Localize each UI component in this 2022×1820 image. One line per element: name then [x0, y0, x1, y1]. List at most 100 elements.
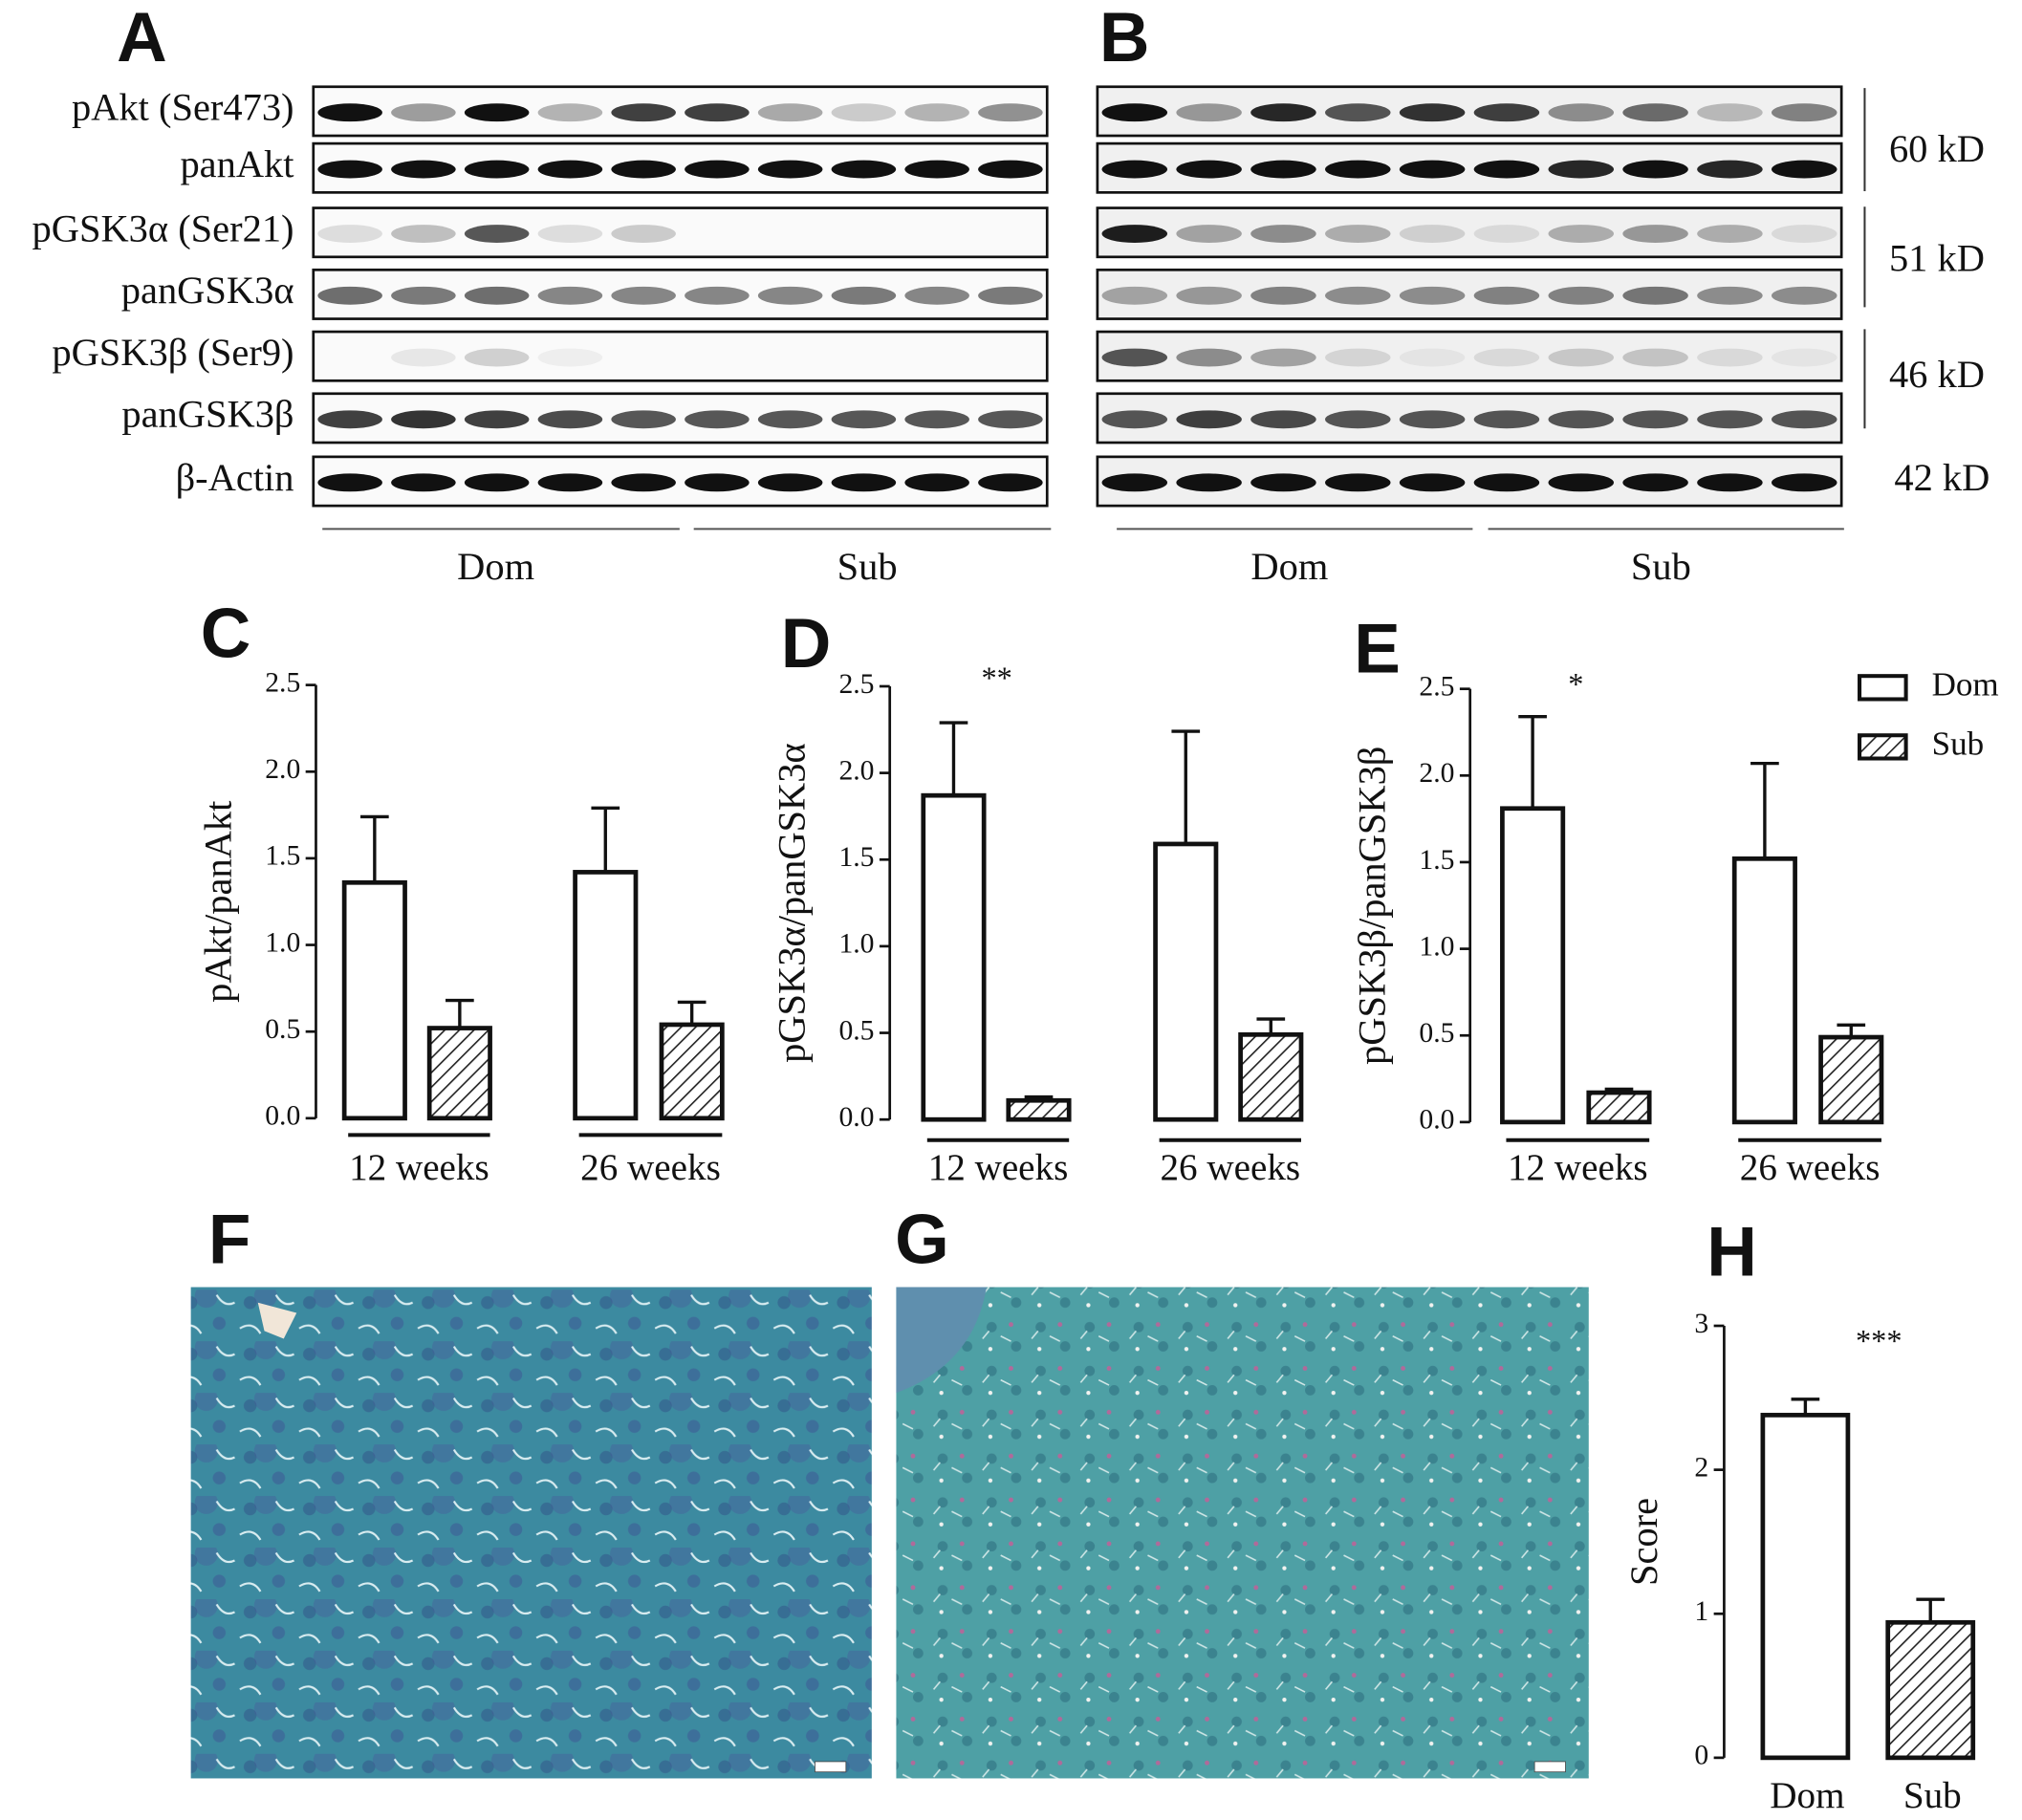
- blot-band: [464, 103, 530, 122]
- y-tick-label: 2.5: [1419, 671, 1454, 702]
- x-tick-label: Sub: [1903, 1775, 1962, 1816]
- blot-band: [1325, 348, 1391, 367]
- blot-band: [1622, 225, 1688, 243]
- blot-row-label: pAkt (Ser473): [72, 86, 294, 129]
- blot-band: [1176, 348, 1242, 367]
- y-axis-label: pAkt/panAkt: [196, 801, 239, 1003]
- blot-band: [1399, 410, 1466, 429]
- blot-band: [1250, 286, 1316, 305]
- blot-band: [611, 103, 676, 122]
- bar: [659, 1022, 725, 1121]
- panel-label: A: [117, 0, 167, 76]
- blot-band: [1399, 348, 1466, 367]
- blot-band: [1101, 160, 1168, 179]
- blot-band: [1250, 160, 1316, 179]
- bar: [1006, 1097, 1072, 1122]
- y-tick-label: 1.5: [1419, 845, 1454, 876]
- y-tick-label: 0.0: [265, 1101, 300, 1132]
- blot-band: [1250, 348, 1316, 367]
- blot-band: [1697, 410, 1763, 429]
- y-tick-label: 2.5: [838, 669, 874, 700]
- bar: [341, 879, 407, 1121]
- bar: [1238, 1031, 1304, 1122]
- panel-label: E: [1354, 610, 1401, 687]
- y-tick-label: 2: [1694, 1452, 1708, 1483]
- blot-band: [1325, 160, 1391, 179]
- blot-band: [1399, 286, 1466, 305]
- blot-band: [1101, 286, 1168, 305]
- blot-band: [1697, 286, 1763, 305]
- legend-swatch: [1858, 733, 1908, 761]
- blot-band: [1325, 103, 1391, 122]
- blot-band: [831, 160, 897, 179]
- blot-band: [1622, 286, 1688, 305]
- y-tick-label: 2.0: [838, 755, 874, 786]
- group-label: Dom: [1250, 545, 1328, 588]
- panel-label: D: [781, 605, 832, 682]
- blot-band: [1325, 286, 1391, 305]
- blot-row-label: β-Actin: [176, 456, 294, 499]
- blot-band: [464, 410, 530, 429]
- size-label: 42 kD: [1894, 456, 1989, 499]
- significance: *: [1568, 668, 1583, 703]
- scale-bar: [815, 1761, 847, 1773]
- blot-band: [611, 473, 676, 492]
- blot-band: [904, 103, 969, 122]
- bar: [1885, 1619, 1976, 1761]
- blot-band: [391, 410, 456, 429]
- blot-band: [978, 103, 1043, 122]
- blot-band: [1548, 160, 1615, 179]
- blot-band: [1772, 103, 1837, 122]
- y-tick-label: 0.5: [265, 1014, 300, 1045]
- blot-band: [685, 473, 750, 492]
- x-tick-label: 26 weeks: [1740, 1147, 1881, 1188]
- blot-band: [391, 103, 456, 122]
- blot-band: [391, 348, 456, 367]
- blot-band: [611, 410, 676, 429]
- blot-band: [1548, 286, 1615, 305]
- x-tick-label: 12 weeks: [1508, 1147, 1648, 1188]
- y-tick-label: 1.0: [838, 929, 874, 960]
- blot-row-label: panAkt: [180, 142, 294, 185]
- blot-band: [1772, 348, 1837, 367]
- blot-band: [1697, 473, 1763, 492]
- blot-band: [904, 286, 969, 305]
- legend-swatch: [1858, 674, 1908, 702]
- y-tick-label: 1.0: [265, 927, 300, 958]
- blot-band: [904, 160, 969, 179]
- y-axis-label: Score: [1622, 1498, 1665, 1586]
- blot-band: [464, 225, 530, 243]
- blot-band: [537, 410, 603, 429]
- blot-band: [1772, 286, 1837, 305]
- blot-band: [1176, 410, 1242, 429]
- blot-band: [1176, 473, 1242, 492]
- y-axis-label: pGSK3α/panGSK3α: [771, 743, 814, 1063]
- legend-label: Sub: [1932, 725, 1985, 762]
- y-tick-label: 1.0: [1419, 931, 1454, 962]
- blot-band: [904, 410, 969, 429]
- blot-band: [1548, 410, 1615, 429]
- blot-box: [1096, 85, 1843, 138]
- blot-band: [904, 473, 969, 492]
- y-tick-label: 0.5: [1419, 1018, 1454, 1049]
- blot-band: [1250, 225, 1316, 243]
- blot-band: [757, 286, 823, 305]
- blot-band: [1325, 410, 1391, 429]
- blot-band: [1473, 286, 1540, 305]
- blot-band: [1548, 348, 1615, 367]
- blot-band: [611, 225, 676, 243]
- bar: [921, 792, 987, 1122]
- blot-band: [757, 473, 823, 492]
- blot-band: [1473, 348, 1540, 367]
- blot-band: [978, 286, 1043, 305]
- x-tick-label: 12 weeks: [928, 1147, 1069, 1188]
- blot-band: [978, 473, 1043, 492]
- blot-band: [391, 473, 456, 492]
- blot-band: [1325, 225, 1391, 243]
- y-tick-label: 1.5: [265, 841, 300, 872]
- blot-row-label: panGSK3α: [121, 269, 294, 312]
- blot-band: [1473, 225, 1540, 243]
- bar: [1586, 1090, 1652, 1125]
- blot-band: [1622, 348, 1688, 367]
- blot-band: [611, 286, 676, 305]
